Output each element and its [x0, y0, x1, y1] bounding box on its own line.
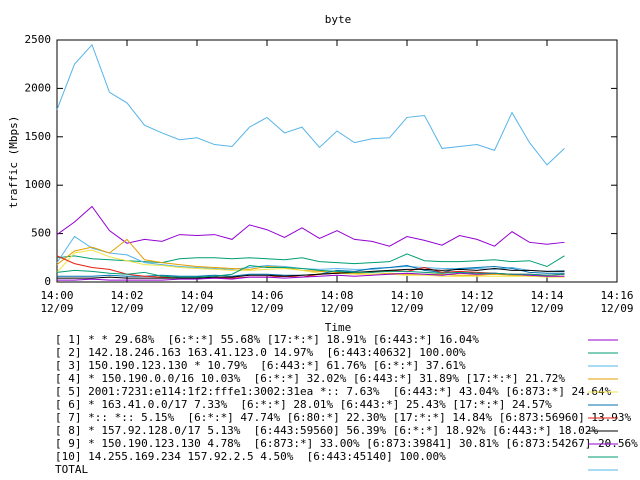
series-line — [56, 43, 565, 166]
legend-label: [ 4] * 150.190.0.0/16 10.03% [6:*:*] 32.… — [55, 372, 565, 385]
plot-frame — [56, 39, 618, 283]
series-line — [56, 238, 565, 277]
series-line — [56, 265, 565, 278]
legend-label: [ 8] * 157.92.128.0/17 5.13% [6:443:5956… — [55, 424, 598, 437]
y-tick-label: 2500 — [25, 33, 52, 46]
legend-label: [ 2] 142.18.246.163 163.41.123.0 14.97% … — [55, 346, 466, 359]
y-tick-label: 2000 — [25, 81, 52, 94]
legend-label: [ 6] * 163.41.0.0/17 7.33% [6:*:*] 28.01… — [55, 398, 552, 411]
y-tick-label: 500 — [31, 227, 51, 240]
series-line — [56, 249, 565, 278]
y-tick-label: 0 — [44, 275, 51, 288]
legend-label: [ 5] 2001:7231:e114:1f2:fffe1:3002:31ea … — [55, 385, 612, 398]
legend-label: [ 1] * * 29.68% [6:*:*] 55.68% [17:*:*] … — [55, 333, 479, 346]
series-line — [56, 253, 565, 268]
legend-label: [ 3] 150.190.123.130 * 10.79% [6:443:*] … — [55, 359, 466, 372]
x-axis-label: Time — [325, 321, 352, 334]
series-line — [57, 267, 565, 279]
x-tick-label: 14:02 12/09 — [110, 289, 144, 315]
y-tick-label: 1000 — [25, 178, 52, 191]
x-tick-label: 14:12 12/09 — [460, 289, 494, 315]
x-tick-label: 14:08 12/09 — [320, 289, 354, 315]
x-tick-label: 14:04 12/09 — [180, 289, 214, 315]
series-line — [56, 255, 565, 279]
legend-label: [10] 14.255.169.234 157.92.2.5 4.50% [6:… — [55, 450, 446, 463]
x-tick-label: 14:00 12/09 — [40, 289, 74, 315]
chart-title: byte — [325, 13, 352, 26]
legend-label: TOTAL — [55, 463, 88, 476]
y-axis-label: traffic (Mbps) — [7, 116, 20, 209]
series-line — [56, 205, 565, 247]
legend-label: [ 7] *:: *:: 5.15% [6:*:*] 47.74% [6:80:… — [55, 411, 632, 424]
x-tick-label: 14:16 12/09 — [600, 289, 634, 315]
x-tick-label: 14:14 12/09 — [530, 289, 564, 315]
legend-label: [ 9] * 150.190.123.130 4.78% [6:873:*] 3… — [55, 437, 638, 450]
x-tick-label: 14:10 12/09 — [390, 289, 424, 315]
series-line — [57, 272, 565, 281]
y-tick-label: 1500 — [25, 130, 52, 143]
x-tick-label: 14:06 12/09 — [250, 289, 284, 315]
